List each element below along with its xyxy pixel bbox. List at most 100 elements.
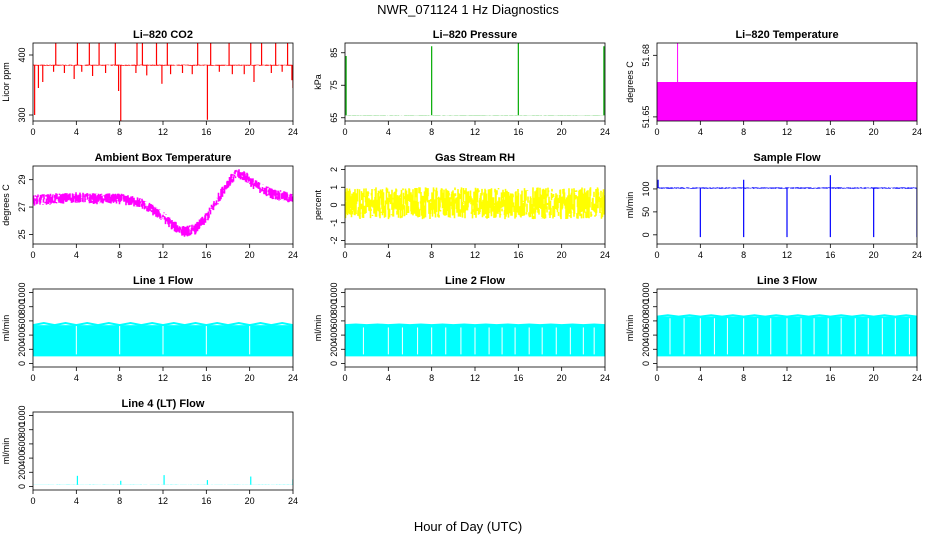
x-tick-label: 20 (557, 127, 567, 137)
x-tick-label: 8 (741, 250, 746, 260)
y-tick-label: 27 (17, 202, 27, 212)
x-tick-label: 16 (513, 373, 523, 383)
x-tick-label: 24 (600, 250, 610, 260)
x-tick-label: 12 (782, 373, 792, 383)
y-axis-label: Licor ppm (1, 62, 11, 102)
band-top (345, 323, 605, 327)
data-layer (33, 169, 293, 237)
x-tick-label: 0 (654, 127, 659, 137)
y-tick-label: 400 (17, 47, 27, 62)
x-tick-label: 0 (30, 496, 35, 506)
x-tick-label: 24 (288, 373, 298, 383)
panel-0: Li–820 CO2 Licor ppm 0 4 8 12 16 20 24 300 400 (1, 29, 298, 137)
x-tick-label: 16 (513, 127, 523, 137)
plot-frame (32, 411, 294, 491)
y-tick-label: 75 (329, 80, 339, 90)
plot-frame (32, 165, 294, 245)
y-tick-label: -2 (329, 236, 339, 244)
y-tick-label: 50 (641, 207, 651, 217)
y-tick-label: 1000 (329, 283, 339, 303)
y-tick-label: 800 (329, 299, 339, 314)
x-tick-label: 8 (117, 250, 122, 260)
y-tick-label: 100 (641, 181, 651, 196)
x-tick-label: 12 (158, 127, 168, 137)
x-tick-label: 20 (245, 250, 255, 260)
y-tick-label: 2 (329, 167, 339, 172)
x-tick-label: 0 (342, 373, 347, 383)
x-tick-label: 16 (825, 127, 835, 137)
y-tick-label: 400 (329, 328, 339, 343)
x-tick-label: 4 (386, 127, 391, 137)
x-tick-label: 4 (74, 373, 79, 383)
x-tick-label: 20 (557, 250, 567, 260)
y-axis-label: degrees C (625, 61, 635, 103)
x-tick-label: 0 (654, 373, 659, 383)
y-tick-label: 0 (641, 232, 651, 237)
panel-9: Line 4 (LT) Flow ml/min 0 4 8 12 16 20 24 0 200400… (1, 398, 298, 506)
x-tick-label: 0 (30, 373, 35, 383)
x-tick-label: 24 (912, 373, 922, 383)
x-tick-label: 24 (288, 250, 298, 260)
data-layer (33, 322, 293, 357)
series-line (33, 64, 293, 66)
y-tick-label: 29 (17, 175, 27, 185)
filled-area (657, 82, 917, 121)
y-axis-label: ml/min (1, 315, 11, 342)
y-axis-label: ml/min (625, 192, 635, 219)
band-top (33, 322, 293, 327)
y-tick-label: 0 (17, 361, 27, 366)
y-tick-label: 300 (17, 107, 27, 122)
y-tick-label: 800 (17, 299, 27, 314)
x-tick-label: 4 (74, 496, 79, 506)
data-layer (33, 475, 293, 485)
x-tick-label: 12 (158, 250, 168, 260)
panel-3: Ambient Box Temperature degrees C 0 4 8 12 16 2… (1, 152, 298, 260)
y-tick-label: 0 (329, 361, 339, 366)
x-tick-label: 24 (600, 127, 610, 137)
y-axis-label: ml/min (313, 315, 323, 342)
x-tick-label: 8 (117, 373, 122, 383)
panel-title: Sample Flow (753, 152, 821, 164)
data-layer (657, 314, 917, 357)
x-tick-label: 4 (698, 373, 703, 383)
series-line (33, 169, 293, 237)
figure-title: NWR_071124 1 Hz Diagnostics (377, 2, 559, 17)
panel-8: Line 3 Flow ml/min 0 4 8 12 16 20 24 0 20040060080… (625, 275, 922, 383)
panel-title: Li–820 Temperature (735, 29, 838, 41)
x-tick-label: 24 (912, 250, 922, 260)
x-tick-label: 16 (201, 496, 211, 506)
x-tick-label: 16 (825, 250, 835, 260)
x-tick-label: 8 (117, 127, 122, 137)
y-tick-label: 800 (17, 422, 27, 437)
x-tick-label: 0 (30, 127, 35, 137)
panel-title: Line 4 (LT) Flow (122, 398, 205, 410)
y-tick-label: 51.68 (641, 44, 651, 67)
y-tick-label: 400 (17, 451, 27, 466)
y-tick-label: 25 (17, 229, 27, 239)
x-tick-label: 4 (386, 250, 391, 260)
y-tick-label: 600 (17, 436, 27, 451)
panel-6: Line 1 Flow ml/min 0 4 8 12 16 20 24 0 20040060080… (1, 275, 298, 383)
band-top (657, 314, 917, 318)
x-tick-label: 20 (869, 250, 879, 260)
x-tick-label: 0 (654, 250, 659, 260)
panel-title: Gas Stream RH (435, 152, 515, 164)
x-tick-label: 8 (429, 127, 434, 137)
y-axis-label: percent (313, 189, 323, 220)
x-tick-label: 4 (386, 373, 391, 383)
y-axis-label: degrees C (1, 184, 11, 226)
y-tick-label: 85 (329, 48, 339, 58)
x-tick-label: 24 (600, 373, 610, 383)
x-tick-label: 12 (158, 373, 168, 383)
x-tick-label: 20 (869, 127, 879, 137)
x-tick-label: 20 (869, 373, 879, 383)
panel-title: Line 2 Flow (445, 275, 505, 287)
y-tick-label: -1 (329, 219, 339, 227)
y-tick-label: 1000 (641, 283, 651, 303)
figure-x-axis-label: Hour of Day (UTC) (414, 519, 522, 534)
data-layer (345, 323, 605, 357)
plot-frame (344, 42, 606, 122)
y-tick-label: 600 (329, 313, 339, 328)
